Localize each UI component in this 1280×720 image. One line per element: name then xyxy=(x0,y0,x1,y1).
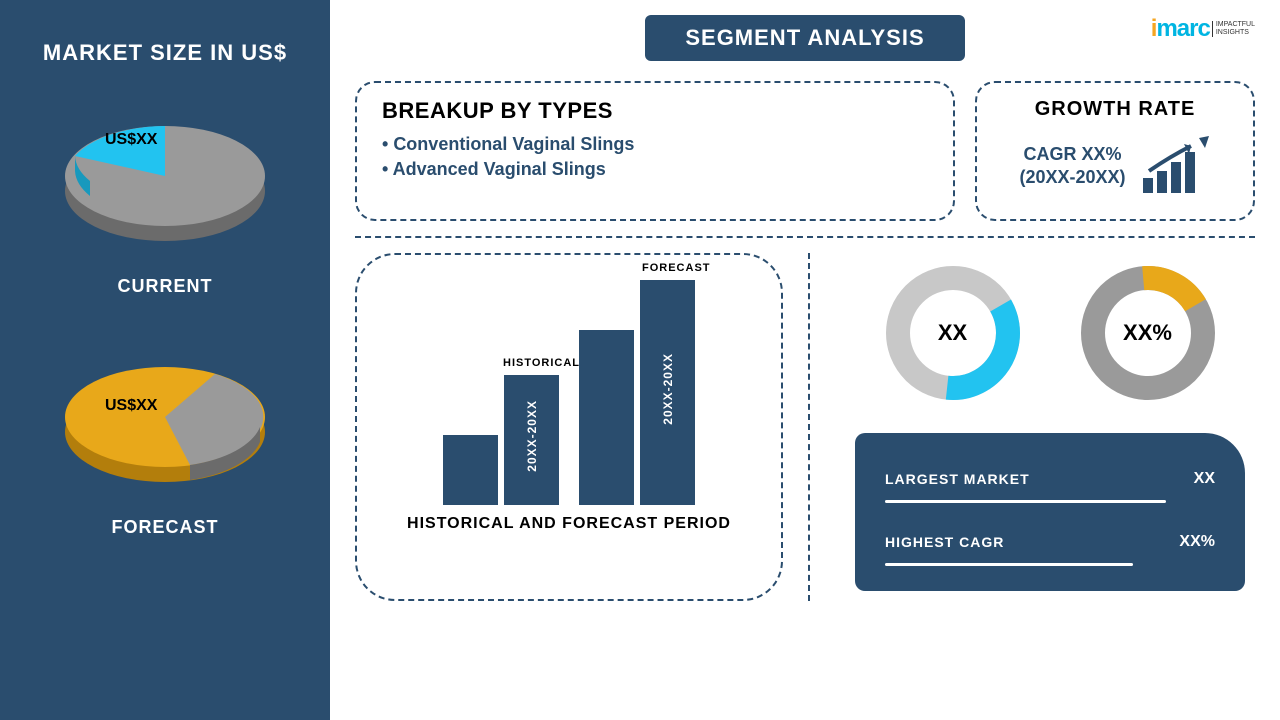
pie-forecast-value: US$XX xyxy=(105,397,157,415)
segment-title-wrap: SEGMENT ANALYSIS xyxy=(355,15,1255,61)
main-container: MARKET SIZE IN US$ US$XX CURRENT US$XX F… xyxy=(0,0,1280,720)
divider-vertical xyxy=(808,253,810,601)
logo-subtitle: IMPACTFUL INSIGHTS xyxy=(1212,21,1255,36)
segment-title: SEGMENT ANALYSIS xyxy=(645,15,964,61)
divider-horizontal xyxy=(355,236,1255,238)
info-value-0: XX xyxy=(1194,470,1215,488)
market-size-title: MARKET SIZE IN US$ xyxy=(43,40,287,66)
growth-icon xyxy=(1141,136,1211,196)
historical-label: HISTORICAL xyxy=(503,357,580,369)
breakup-title: BREAKUP BY TYPES xyxy=(382,98,928,124)
info-label-1: HIGHEST CAGR xyxy=(885,534,1169,550)
pie-current-caption: CURRENT xyxy=(50,276,280,297)
pie-forecast-svg xyxy=(50,337,280,497)
bar-group-2: 20XX-20XX FORECAST xyxy=(579,280,695,505)
donut-1: XX xyxy=(883,263,1023,403)
info-row-0: LARGEST MARKET XX xyxy=(885,470,1215,503)
breakup-box: BREAKUP BY TYPES • Conventional Vaginal … xyxy=(355,81,955,221)
info-box: LARGEST MARKET XX HIGHEST CAGR XX% xyxy=(855,433,1245,591)
breakup-item-1: • Advanced Vaginal Slings xyxy=(382,159,928,180)
pie-current: US$XX CURRENT xyxy=(50,96,280,297)
donut-2: XX% xyxy=(1078,263,1218,403)
top-row: BREAKUP BY TYPES • Conventional Vaginal … xyxy=(355,81,1255,221)
growth-content: CAGR XX% (20XX-20XX) xyxy=(997,136,1233,196)
donut-row: XX XX% xyxy=(855,263,1245,403)
info-bar-1 xyxy=(885,563,1133,566)
info-row-1: HIGHEST CAGR XX% xyxy=(885,533,1215,566)
historical-chart: 20XX-20XX HISTORICAL 20XX-20XX FORECAST xyxy=(387,275,751,505)
bottom-row: 20XX-20XX HISTORICAL 20XX-20XX FORECAST … xyxy=(355,253,1255,601)
right-section: XX XX% LARGEST MARKET XX xyxy=(835,253,1255,601)
growth-text: CAGR XX% (20XX-20XX) xyxy=(1019,143,1125,190)
forecast-label: FORECAST xyxy=(642,262,711,274)
info-value-1: XX% xyxy=(1179,533,1215,551)
donut-1-center: XX xyxy=(938,320,967,346)
historical-title: HISTORICAL AND FORECAST PERIOD xyxy=(387,515,751,533)
bar-group-1: 20XX-20XX HISTORICAL xyxy=(443,375,559,505)
logo: iimarcmarc IMPACTFUL INSIGHTS xyxy=(1151,15,1255,43)
info-label-0: LARGEST MARKET xyxy=(885,471,1184,487)
bar-2 xyxy=(579,330,634,505)
pie-current-svg xyxy=(50,96,280,256)
breakup-item-0: • Conventional Vaginal Slings xyxy=(382,134,928,155)
bar-0 xyxy=(443,435,498,505)
donut-2-center: XX% xyxy=(1123,320,1172,346)
pie-forecast-caption: FORECAST xyxy=(50,517,280,538)
historical-box: 20XX-20XX HISTORICAL 20XX-20XX FORECAST … xyxy=(355,253,783,601)
growth-box: GROWTH RATE CAGR XX% (20XX-20XX) xyxy=(975,81,1255,221)
pie-forecast: US$XX FORECAST xyxy=(50,337,280,538)
bar-1: 20XX-20XX xyxy=(504,375,559,505)
bar-3: 20XX-20XX xyxy=(640,280,695,505)
logo-text: iimarcmarc xyxy=(1151,15,1210,43)
right-panel: iimarcmarc IMPACTFUL INSIGHTS SEGMENT AN… xyxy=(330,0,1280,720)
growth-title: GROWTH RATE xyxy=(997,98,1233,121)
pie-current-value: US$XX xyxy=(105,131,157,149)
left-panel: MARKET SIZE IN US$ US$XX CURRENT US$XX F… xyxy=(0,0,330,720)
